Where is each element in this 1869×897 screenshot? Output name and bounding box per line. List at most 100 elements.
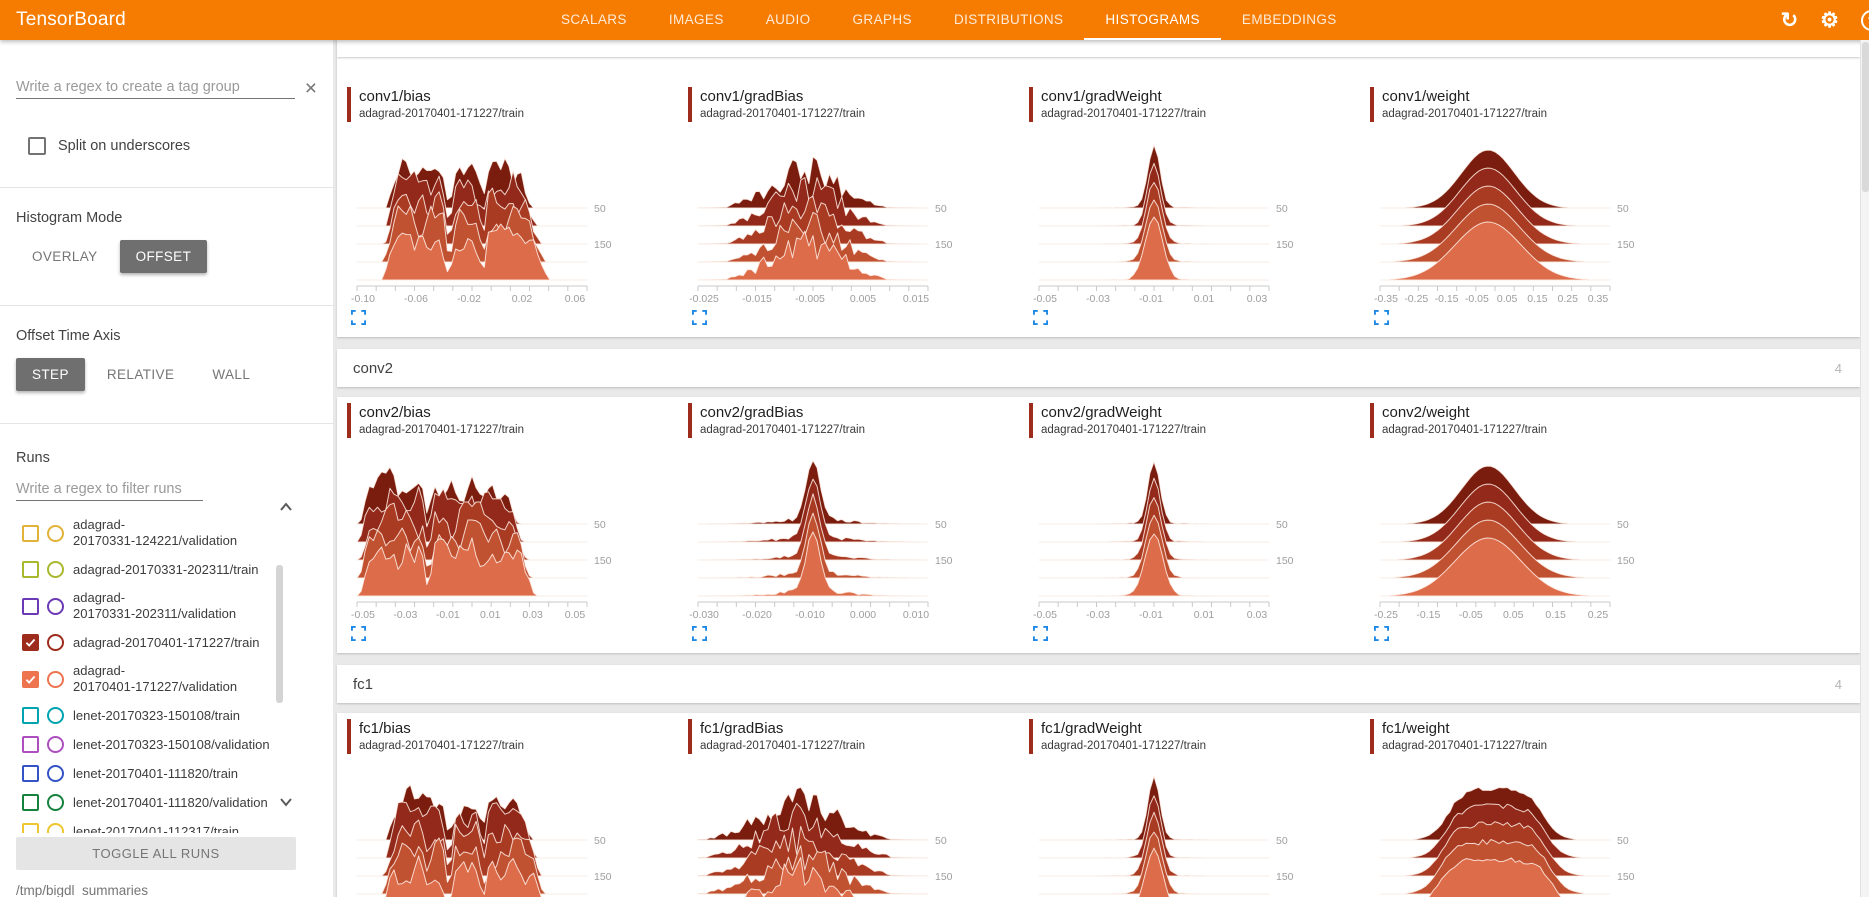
offset-time-axis-wall-button[interactable]: WALL xyxy=(196,358,266,391)
run-item[interactable]: lenet-20170401-112317/train xyxy=(0,817,333,833)
card-title-block: conv2/gradWeight adagrad-20170401-171227/… xyxy=(1029,403,1360,438)
histogram-chart[interactable]: -0.35 -0.25 -0.15 -0.05 0.05 0.15 0.25 0.35 50 15… xyxy=(1370,130,1670,308)
run-color-circle[interactable] xyxy=(47,736,64,753)
histogram-chart[interactable]: -0.030 -0.020 -0.010 0.000 0.010 50 150 xyxy=(688,446,988,624)
tag-regex-input[interactable] xyxy=(16,76,295,99)
fullscreen-icon[interactable] xyxy=(351,310,366,325)
fullscreen-icon[interactable] xyxy=(692,310,707,325)
run-color-circle[interactable] xyxy=(47,765,64,782)
run-item[interactable]: lenet-20170323-150108/validation xyxy=(0,730,333,759)
run-checkbox[interactable] xyxy=(22,736,39,753)
tab-images[interactable]: IMAGES xyxy=(668,11,724,27)
histogram-chart[interactable]: -0.25 -0.15 -0.05 0.05 0.15 0.25 50 150 xyxy=(1370,446,1670,624)
run-item[interactable]: lenet-20170401-111820/validation xyxy=(0,788,333,817)
card-title-block: conv2/bias adagrad-20170401-171227/train xyxy=(347,403,678,438)
fullscreen-icon[interactable] xyxy=(1033,310,1048,325)
y-tick-label: 50 xyxy=(594,203,606,215)
run-item[interactable]: adagrad-20170331-202311/train xyxy=(0,555,333,584)
x-tick-label: -0.030 xyxy=(689,609,719,621)
split-on-underscores-checkbox[interactable]: Split on underscores xyxy=(16,137,317,155)
histogram-mode-overlay-button[interactable]: OVERLAY xyxy=(16,240,114,273)
page-scrollbar[interactable] xyxy=(1860,40,1869,897)
histogram-chart[interactable]: 50 150 xyxy=(347,762,647,897)
run-checkbox[interactable] xyxy=(22,765,39,782)
run-checkbox[interactable] xyxy=(22,823,39,833)
histogram-card: conv2/gradWeight adagrad-20170401-171227/… xyxy=(1019,403,1360,641)
histogram-chart[interactable]: 50 150 xyxy=(1029,762,1329,897)
histogram-mode-toggle: OVERLAY OFFSET xyxy=(16,240,317,273)
checkbox-box[interactable] xyxy=(28,137,46,155)
histogram-card: conv2/weight adagrad-20170401-171227/trai… xyxy=(1360,403,1701,641)
histogram-chart[interactable]: -0.05 -0.03 -0.01 0.01 0.03 50 150 xyxy=(1029,446,1329,624)
run-checkbox[interactable] xyxy=(22,634,39,651)
tab-distributions[interactable]: DISTRIBUTIONS xyxy=(953,11,1064,27)
histogram-chart[interactable]: -0.05 -0.03 -0.01 0.01 0.03 0.05 50 150 xyxy=(347,446,647,624)
x-tick-label: -0.35 xyxy=(1374,293,1398,305)
offset-time-axis-step-button[interactable]: STEP xyxy=(16,358,85,391)
histogram-mode-offset-button[interactable]: OFFSET xyxy=(119,240,208,273)
run-item[interactable]: lenet-20170323-150108/train xyxy=(0,701,333,730)
card-tag-title: conv1/bias xyxy=(359,88,431,105)
run-item[interactable]: adagrad-20170401-171227/train xyxy=(0,628,333,657)
run-color-circle[interactable] xyxy=(47,670,64,688)
y-tick-label: 50 xyxy=(594,519,606,531)
run-checkbox[interactable] xyxy=(22,794,39,811)
section-header-fc1[interactable]: fc1 4 xyxy=(337,665,1860,703)
run-item[interactable]: adagrad- 20170401-171227/validation xyxy=(0,657,333,701)
run-color-circle[interactable] xyxy=(47,597,64,615)
x-tick-label: 0.01 xyxy=(480,609,501,621)
chevron-up-icon[interactable] xyxy=(279,502,293,512)
histogram-chart[interactable]: -0.05 -0.03 -0.01 0.01 0.03 50 150 xyxy=(1029,130,1329,308)
run-item[interactable]: adagrad- 20170331-124221/validation xyxy=(0,511,333,555)
tab-histograms[interactable]: HISTOGRAMS xyxy=(1084,0,1221,40)
settings-gear-icon[interactable]: ⚙ xyxy=(1820,8,1839,32)
fullscreen-icon[interactable] xyxy=(351,626,366,641)
run-color-circle[interactable] xyxy=(47,823,64,833)
run-list-scrollbar[interactable] xyxy=(276,565,283,703)
histogram-chart[interactable]: -0.10 -0.06 -0.02 0.02 0.06 50 150 xyxy=(347,130,647,308)
fullscreen-icon[interactable] xyxy=(692,626,707,641)
run-checkbox[interactable] xyxy=(22,524,39,542)
run-checkbox[interactable] xyxy=(22,707,39,724)
run-color-circle[interactable] xyxy=(47,561,64,578)
refresh-icon[interactable]: ↻ xyxy=(1780,8,1799,32)
x-tick-label: -0.01 xyxy=(436,609,460,621)
y-tick-label: 150 xyxy=(594,555,612,567)
run-color-circle[interactable] xyxy=(47,794,64,811)
run-item[interactable]: lenet-20170401-111820/train xyxy=(0,759,333,788)
close-icon[interactable]: × xyxy=(304,77,317,100)
run-checkbox[interactable] xyxy=(22,561,39,578)
x-tick-label: -0.010 xyxy=(795,609,825,621)
toggle-all-runs-button[interactable]: TOGGLE ALL RUNS xyxy=(16,837,296,870)
page-scrollbar-thumb[interactable] xyxy=(1862,42,1869,192)
run-color-circle[interactable] xyxy=(47,707,64,724)
card-run-name: adagrad-20170401-171227/train xyxy=(359,108,524,120)
run-filter-input[interactable] xyxy=(16,478,203,501)
card-tag-title: conv1/gradBias xyxy=(700,88,804,105)
run-color-circle[interactable] xyxy=(47,634,64,651)
section-header-conv2[interactable]: conv2 4 xyxy=(337,349,1860,387)
tab-scalars[interactable]: SCALARS xyxy=(561,11,627,27)
card-title-block: fc1/bias adagrad-20170401-171227/train xyxy=(347,719,678,754)
histogram-chart[interactable]: -0.025 -0.015 -0.005 0.005 0.015 50 150 xyxy=(688,130,988,308)
tab-audio[interactable]: AUDIO xyxy=(765,11,811,27)
run-checkbox[interactable] xyxy=(22,597,39,615)
tab-embeddings[interactable]: EMBEDDINGS xyxy=(1241,11,1337,27)
x-tick-label: 0.01 xyxy=(1194,609,1215,621)
divider xyxy=(0,423,333,424)
fullscreen-icon[interactable] xyxy=(1374,310,1389,325)
fullscreen-icon[interactable] xyxy=(1374,626,1389,641)
histogram-chart[interactable]: 50 150 xyxy=(688,762,988,897)
x-tick-label: 0.03 xyxy=(1247,609,1268,621)
histogram-mode-label: Histogram Mode xyxy=(16,210,123,226)
help-icon[interactable]: ? xyxy=(1861,9,1869,31)
run-color-circle[interactable] xyxy=(47,524,64,542)
run-item[interactable]: adagrad- 20170331-202311/validation xyxy=(0,584,333,628)
fullscreen-icon[interactable] xyxy=(1033,626,1048,641)
run-checkbox[interactable] xyxy=(22,670,39,688)
offset-time-axis-relative-button[interactable]: RELATIVE xyxy=(91,358,190,391)
chevron-down-icon[interactable] xyxy=(279,797,293,807)
tab-graphs[interactable]: GRAPHS xyxy=(852,11,912,27)
histogram-chart[interactable]: 50 150 xyxy=(1370,762,1670,897)
card-title-block: fc1/gradBias adagrad-20170401-171227/trai… xyxy=(688,719,1019,754)
